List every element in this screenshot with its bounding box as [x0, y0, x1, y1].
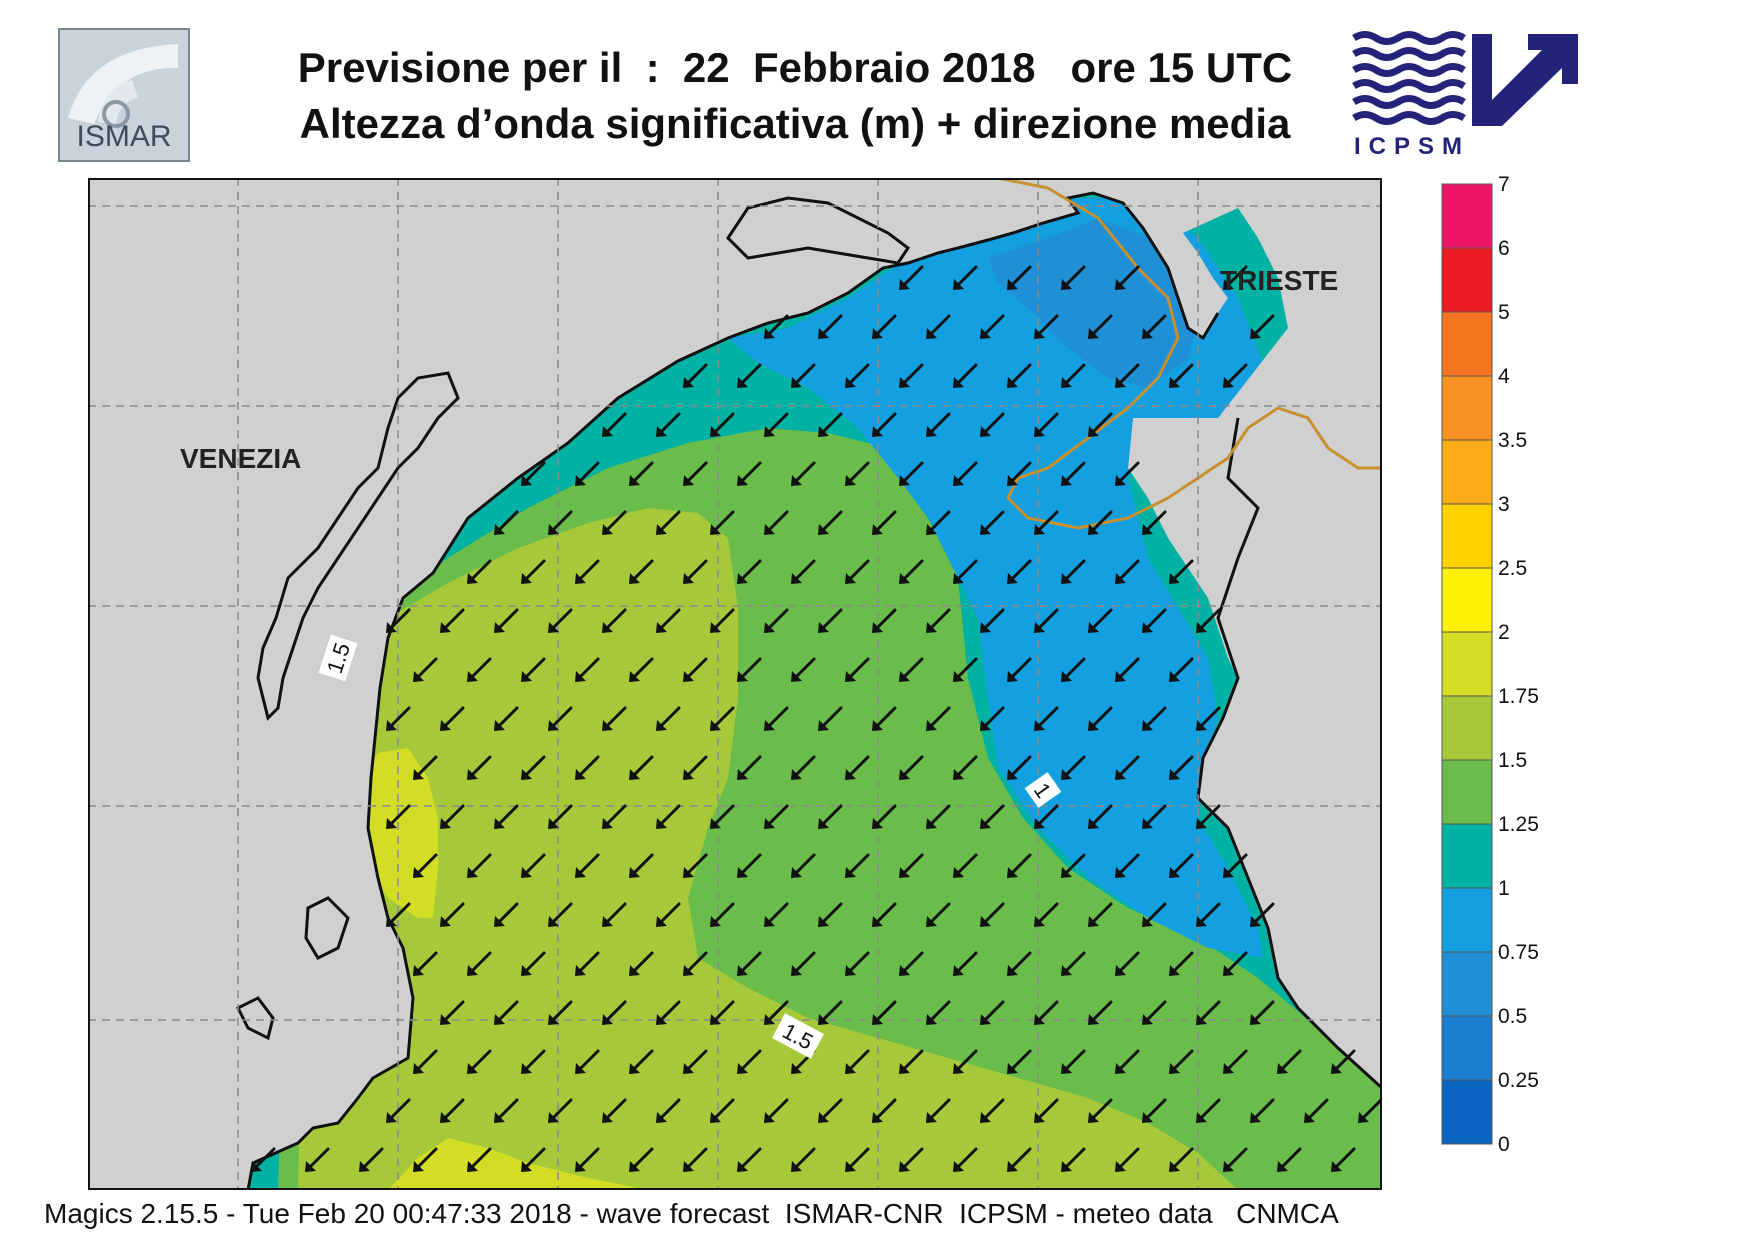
colorbar-swatch [1441, 503, 1493, 569]
footer-credits: Magics 2.15.5 - Tue Feb 20 00:47:33 2018… [44, 1198, 1339, 1229]
forecast-subtitle: Altezza d’onda significativa (m) + direz… [299, 100, 1291, 147]
colorbar-swatch [1441, 1015, 1493, 1081]
colorbar-tick-label: 3.5 [1498, 429, 1527, 452]
colorbar-tick-label: 1.75 [1498, 685, 1539, 708]
colorbar-swatch [1441, 247, 1493, 313]
colorbar-swatch [1441, 1079, 1493, 1145]
colorbar-tick-label: 1.5 [1498, 749, 1527, 772]
place-label-trieste: TRIESTE [1220, 265, 1338, 296]
colorbar-swatch [1441, 759, 1493, 825]
colorbar-tick-label: 6 [1498, 237, 1510, 260]
colorbar-swatch [1441, 951, 1493, 1017]
map-frame [88, 178, 1382, 1190]
colorbar-tick-label: 0.75 [1498, 941, 1539, 964]
colorbar-swatch [1441, 631, 1493, 697]
icpsm-logo: ICPSM [1352, 31, 1578, 160]
colorbar-swatch [1441, 567, 1493, 633]
country-border [997, 178, 1382, 530]
ismar-logo-text: ISMAR [76, 120, 171, 153]
colorbar-tick-label: 2.5 [1498, 557, 1527, 580]
colorbar-swatch [1441, 823, 1493, 889]
wave-height-colorbar: 0 0.25 0.5 0.75 1 1.25 1.5 1.75 2 2.5 3 3.5 4 5 6 7 [1441, 176, 1539, 1156]
colorbar-swatch [1441, 375, 1493, 441]
colorbar-tick-label: 3 [1498, 493, 1510, 516]
forecast-title: Previsione per il : 22 Febbraio 2018 ore… [297, 44, 1293, 91]
colorbar-tick-label: 0.5 [1498, 1005, 1527, 1028]
colorbar-tick-label: 5 [1498, 301, 1510, 324]
colorbar-swatch [1441, 311, 1493, 377]
wave-height-map: 1.5 1 1.5 VENEZIA TRIESTE [88, 178, 1382, 1190]
ismar-logo: ISMAR [58, 28, 190, 162]
colorbar-swatch [1441, 887, 1493, 953]
colorbar-swatch [1441, 695, 1493, 761]
colorbar-swatch [1441, 439, 1493, 505]
colorbar-tick-label: 0 [1498, 1133, 1510, 1156]
colorbar-tick-label: 1.25 [1498, 813, 1539, 836]
colorbar-tick-label: 2 [1498, 621, 1510, 644]
colorbar-tick-label: 1 [1498, 877, 1510, 900]
colorbar-tick-label: 0.25 [1498, 1069, 1539, 1092]
colorbar-tick-label: 7 [1498, 176, 1510, 196]
colorbar-tick-label: 4 [1498, 365, 1510, 388]
icpsm-logo-text: ICPSM [1354, 133, 1470, 160]
colorbar-swatch [1441, 183, 1493, 249]
place-label-venezia: VENEZIA [180, 443, 301, 474]
